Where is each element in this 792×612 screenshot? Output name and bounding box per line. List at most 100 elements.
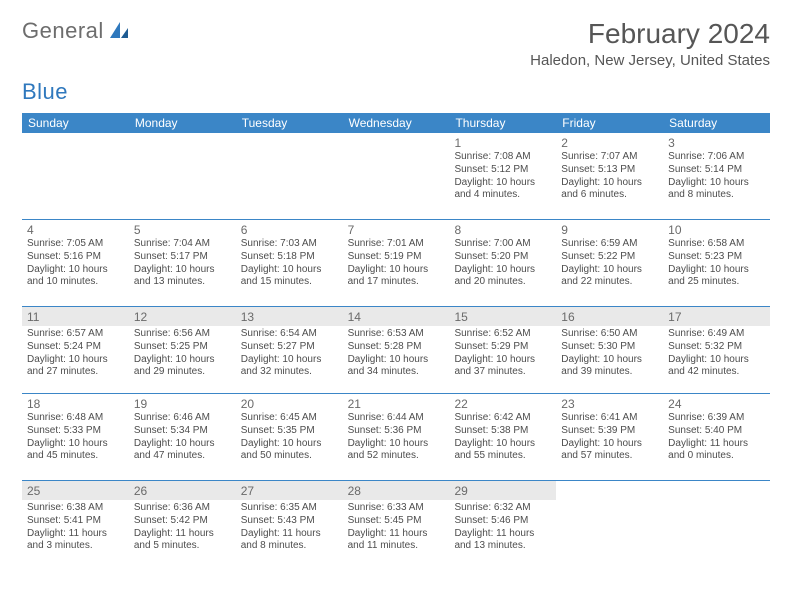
weekday-header: Saturday — [663, 113, 770, 133]
day-cell: 11Sunrise: 6:57 AMSunset: 5:24 PMDayligh… — [22, 307, 129, 393]
week-row: 18Sunrise: 6:48 AMSunset: 5:33 PMDayligh… — [22, 394, 770, 481]
day-cell: 15 Sunrise: 6:52 AMSunset: 5:29 PMDayligh… — [449, 307, 556, 393]
sunset-text: Sunset: 5:45 PM — [348, 515, 445, 528]
day-info: Sunrise: 6:48 AMSunset: 5:33 PMDaylight:… — [27, 412, 124, 463]
weekday-header: Wednesday — [343, 113, 450, 133]
sunset-text: Sunset: 5:25 PM — [134, 341, 231, 354]
sunrise-text: Sunrise: 7:08 AM — [454, 151, 551, 164]
sunset-text: Sunset: 5:19 PM — [348, 251, 445, 264]
sunrise-text: Sunrise: 6:58 AM — [668, 238, 765, 251]
sunrise-text: Sunrise: 7:06 AM — [668, 151, 765, 164]
daylight-text: Daylight: 10 hours and 34 minutes. — [348, 354, 445, 380]
sunset-text: Sunset: 5:46 PM — [454, 515, 551, 528]
day-info: Sunrise: 6:44 AMSunset: 5:36 PMDaylight:… — [348, 412, 445, 463]
day-info: Sunrise: 6:45 AMSunset: 5:35 PMDaylight:… — [241, 412, 338, 463]
sunset-text: Sunset: 5:42 PM — [134, 515, 231, 528]
sunset-text: Sunset: 5:16 PM — [27, 251, 124, 264]
day-info: Sunrise: 6:54 AMSunset: 5:27 PMDaylight:… — [241, 328, 338, 379]
sunset-text: Sunset: 5:18 PM — [241, 251, 338, 264]
day-info: Sunrise: 6:41 AMSunset: 5:39 PMDaylight:… — [561, 412, 658, 463]
day-info: Sunrise: 7:05 AMSunset: 5:16 PMDaylight:… — [27, 238, 124, 289]
day-cell: 7Sunrise: 7:01 AMSunset: 5:19 PMDaylight… — [343, 220, 450, 306]
month-title: February 2024 — [530, 18, 770, 50]
day-number: 15 — [449, 307, 556, 326]
daylight-text: Daylight: 10 hours and 10 minutes. — [27, 264, 124, 290]
sunset-text: Sunset: 5:38 PM — [454, 425, 551, 438]
daylight-text: Daylight: 10 hours and 29 minutes. — [134, 354, 231, 380]
day-cell: 8Sunrise: 7:00 AMSunset: 5:20 PMDaylight… — [449, 220, 556, 306]
sunrise-text: Sunrise: 6:54 AM — [241, 328, 338, 341]
day-number: 4 — [27, 223, 124, 237]
sunrise-text: Sunrise: 6:32 AM — [454, 502, 551, 515]
day-info: Sunrise: 6:53 AMSunset: 5:28 PMDaylight:… — [348, 328, 445, 379]
day-cell: 20Sunrise: 6:45 AMSunset: 5:35 PMDayligh… — [236, 394, 343, 480]
day-cell: 4Sunrise: 7:05 AMSunset: 5:16 PMDaylight… — [22, 220, 129, 306]
day-number: 29 — [449, 481, 556, 500]
sunset-text: Sunset: 5:22 PM — [561, 251, 658, 264]
calendar-grid: SundayMondayTuesdayWednesdayThursdayFrid… — [22, 113, 770, 567]
day-cell: 25Sunrise: 6:38 AMSunset: 5:41 PMDayligh… — [22, 481, 129, 567]
day-number: 13 — [236, 307, 343, 326]
sunset-text: Sunset: 5:24 PM — [27, 341, 124, 354]
sunrise-text: Sunrise: 6:52 AM — [454, 328, 551, 341]
daylight-text: Daylight: 10 hours and 20 minutes. — [454, 264, 551, 290]
sunrise-text: Sunrise: 6:53 AM — [348, 328, 445, 341]
location-text: Haledon, New Jersey, United States — [530, 52, 770, 69]
sunset-text: Sunset: 5:30 PM — [561, 341, 658, 354]
daylight-text: Daylight: 10 hours and 8 minutes. — [668, 177, 765, 203]
daylight-text: Daylight: 10 hours and 57 minutes. — [561, 438, 658, 464]
day-number: 17 — [663, 307, 770, 326]
day-cell: 27Sunrise: 6:35 AMSunset: 5:43 PMDayligh… — [236, 481, 343, 567]
daylight-text: Daylight: 10 hours and 50 minutes. — [241, 438, 338, 464]
day-cell — [129, 133, 236, 219]
day-number: 24 — [668, 397, 765, 411]
day-number: 21 — [348, 397, 445, 411]
day-cell: 21Sunrise: 6:44 AMSunset: 5:36 PMDayligh… — [343, 394, 450, 480]
daylight-text: Daylight: 10 hours and 15 minutes. — [241, 264, 338, 290]
day-number: 18 — [27, 397, 124, 411]
day-cell: 17Sunrise: 6:49 AMSunset: 5:32 PMDayligh… — [663, 307, 770, 393]
sunrise-text: Sunrise: 6:33 AM — [348, 502, 445, 515]
sunset-text: Sunset: 5:41 PM — [27, 515, 124, 528]
daylight-text: Daylight: 10 hours and 22 minutes. — [561, 264, 658, 290]
day-cell: 12Sunrise: 6:56 AMSunset: 5:25 PMDayligh… — [129, 307, 236, 393]
calendar-page: General February 2024 Haledon, New Jerse… — [0, 0, 792, 567]
daylight-text: Daylight: 10 hours and 55 minutes. — [454, 438, 551, 464]
daylight-text: Daylight: 10 hours and 42 minutes. — [668, 354, 765, 380]
week-row: 1Sunrise: 7:08 AMSunset: 5:12 PMDaylight… — [22, 133, 770, 220]
day-info: Sunrise: 7:08 AMSunset: 5:12 PMDaylight:… — [454, 151, 551, 202]
day-info: Sunrise: 6:52 AMSunset: 5:29 PMDaylight:… — [454, 328, 551, 379]
day-info: Sunrise: 6:59 AMSunset: 5:22 PMDaylight:… — [561, 238, 658, 289]
day-number: 26 — [129, 481, 236, 500]
day-cell — [556, 481, 663, 567]
day-number: 25 — [22, 481, 129, 500]
daylight-text: Daylight: 11 hours and 5 minutes. — [134, 528, 231, 554]
sunrise-text: Sunrise: 6:41 AM — [561, 412, 658, 425]
day-cell: 6Sunrise: 7:03 AMSunset: 5:18 PMDaylight… — [236, 220, 343, 306]
daylight-text: Daylight: 10 hours and 52 minutes. — [348, 438, 445, 464]
day-cell: 13 Sunrise: 6:54 AMSunset: 5:27 PMDayligh… — [236, 307, 343, 393]
day-info: Sunrise: 6:42 AMSunset: 5:38 PMDaylight:… — [454, 412, 551, 463]
sunrise-text: Sunrise: 7:04 AM — [134, 238, 231, 251]
daylight-text: Daylight: 10 hours and 4 minutes. — [454, 177, 551, 203]
weekday-header: Tuesday — [236, 113, 343, 133]
brand-logo: General — [22, 18, 130, 44]
sunset-text: Sunset: 5:13 PM — [561, 164, 658, 177]
day-number: 22 — [454, 397, 551, 411]
brand-word-2-wrap: Blue — [22, 79, 770, 105]
day-info: Sunrise: 7:01 AMSunset: 5:19 PMDaylight:… — [348, 238, 445, 289]
day-cell: 1Sunrise: 7:08 AMSunset: 5:12 PMDaylight… — [449, 133, 556, 219]
day-info: Sunrise: 6:46 AMSunset: 5:34 PMDaylight:… — [134, 412, 231, 463]
weeks-container: 1Sunrise: 7:08 AMSunset: 5:12 PMDaylight… — [22, 133, 770, 567]
day-number: 19 — [134, 397, 231, 411]
sunrise-text: Sunrise: 6:57 AM — [27, 328, 124, 341]
sunrise-text: Sunrise: 6:49 AM — [668, 328, 765, 341]
day-cell: 16Sunrise: 6:50 AMSunset: 5:30 PMDayligh… — [556, 307, 663, 393]
day-info: Sunrise: 6:56 AMSunset: 5:25 PMDaylight:… — [134, 328, 231, 379]
sunrise-text: Sunrise: 6:56 AM — [134, 328, 231, 341]
day-number: 23 — [561, 397, 658, 411]
day-cell — [663, 481, 770, 567]
day-number: 7 — [348, 223, 445, 237]
day-info: Sunrise: 6:58 AMSunset: 5:23 PMDaylight:… — [668, 238, 765, 289]
daylight-text: Daylight: 10 hours and 6 minutes. — [561, 177, 658, 203]
